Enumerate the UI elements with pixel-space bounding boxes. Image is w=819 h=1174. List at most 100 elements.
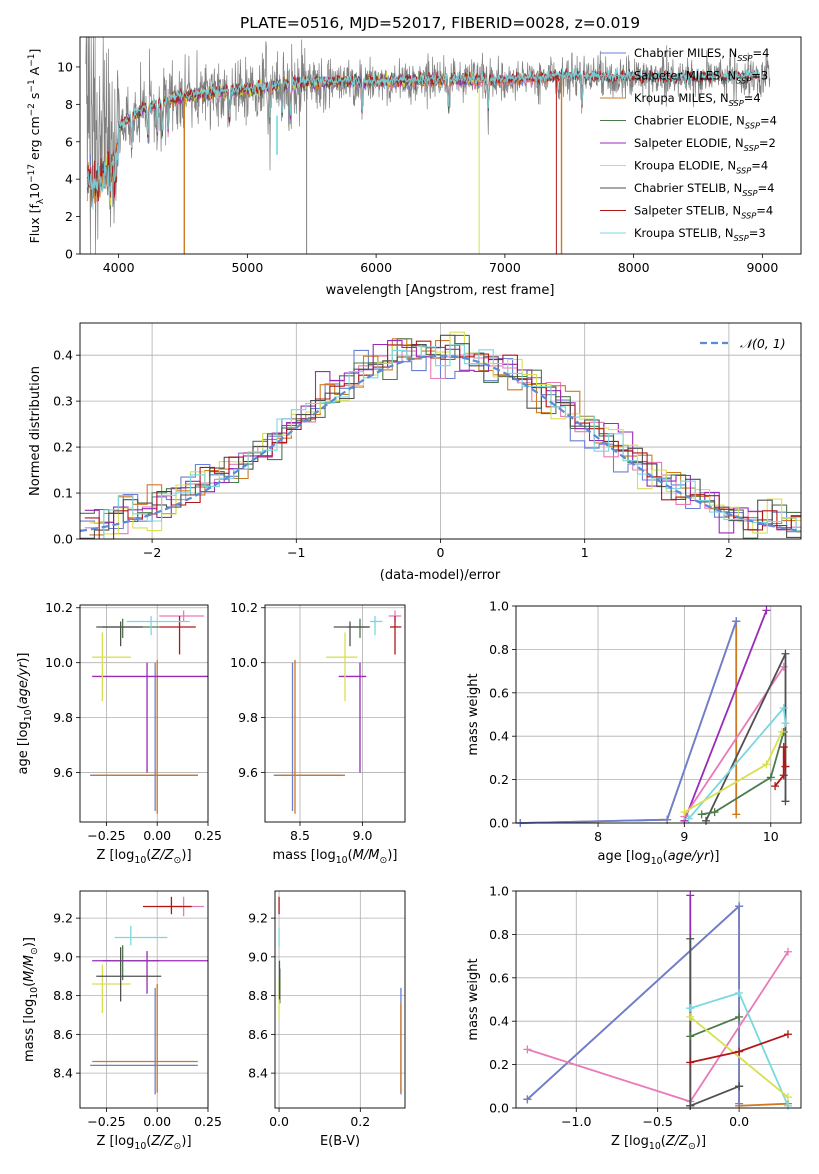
zw-xtick-label: −1.0 bbox=[561, 1114, 591, 1129]
weight-marker bbox=[779, 743, 788, 752]
weight-marker bbox=[686, 1012, 695, 1021]
zw-ytick-label: 1.0 bbox=[489, 884, 509, 899]
zmass-ytick-label: 9.2 bbox=[53, 911, 73, 926]
residual-xtick-label: 2 bbox=[725, 545, 733, 560]
residual-xlabel: (data-model)/error bbox=[380, 568, 501, 583]
zmass-ytick-label: 9.0 bbox=[53, 949, 73, 964]
ebvmass-xtick-label: 0.0 bbox=[269, 1114, 289, 1129]
weight-marker bbox=[663, 815, 672, 824]
spectrum-xtick-label: 8000 bbox=[618, 260, 650, 275]
massage-xtick-label: 8.5 bbox=[290, 828, 310, 843]
agew-ytick-label: 0.6 bbox=[489, 685, 509, 700]
ebvmass-frame bbox=[274, 890, 406, 1109]
weight-line bbox=[774, 746, 787, 787]
zw-ytick-label: 0.4 bbox=[489, 1014, 509, 1029]
weight-marker bbox=[686, 1032, 695, 1041]
ebvmass-xtick-label: 0.2 bbox=[350, 1114, 370, 1129]
z-mass-panel: −0.25 0.00 0.25 8.4 8.6 8.8 9.0 9.2 Z [log10(Z/Z… bbox=[22, 890, 222, 1152]
zmass-grid bbox=[80, 891, 209, 1108]
figure-title: PLATE=0516, MJD=52017, FIBERID=0028, z=0… bbox=[240, 14, 640, 32]
weight-marker bbox=[781, 649, 790, 658]
residual-ytick-label: 0.1 bbox=[53, 486, 73, 501]
weight-marker bbox=[686, 1058, 695, 1067]
weight-marker bbox=[781, 797, 790, 806]
agew-frame bbox=[515, 605, 802, 824]
ebvmass-xlabel: E(B-V) bbox=[320, 1134, 360, 1149]
zmass-ylabel: mass [log10(M/M⊙)] bbox=[22, 937, 40, 1062]
zw-ytick-label: 0.2 bbox=[489, 1057, 509, 1072]
legend-entry: Kroupa MILES, NSSP=4 bbox=[634, 91, 761, 108]
agew-xtick-label: 9 bbox=[680, 829, 688, 844]
zw-ytick-label: 0.6 bbox=[489, 970, 509, 985]
legend-entry: Chabrier STELIB, NSSP=4 bbox=[634, 181, 774, 198]
weight-marker bbox=[783, 1030, 792, 1039]
zw-grid bbox=[516, 890, 801, 1109]
z-weight-panel: −1.0 −0.5 0.0 0.0 0.2 0.4 0.6 0.8 1.0 Z [log10(Z/… bbox=[466, 884, 802, 1152]
weight-marker bbox=[686, 1004, 695, 1013]
spectrum-ytick-label: 4 bbox=[65, 172, 73, 187]
zage-ytick-label: 9.6 bbox=[53, 765, 73, 780]
agew-ytick-label: 0.0 bbox=[489, 816, 509, 831]
weight-marker bbox=[779, 771, 788, 780]
zmass-xlabel: Z [log10(Z/Z⊙)] bbox=[96, 1134, 191, 1152]
weight-marker bbox=[710, 808, 719, 817]
weight-marker bbox=[697, 810, 706, 819]
weight-marker bbox=[762, 760, 771, 769]
zmass-xtick-label: 0.25 bbox=[194, 1114, 222, 1129]
weight-line bbox=[701, 731, 785, 816]
zage-ylabel: age [log10(age/yr)] bbox=[16, 652, 34, 774]
residual-ylabel: Normed distribution bbox=[28, 366, 43, 496]
residual-xtick-label: 0 bbox=[437, 545, 445, 560]
weight-marker bbox=[771, 782, 780, 791]
zage-frame bbox=[79, 604, 209, 823]
zw-ytick-label: 0.0 bbox=[489, 1101, 509, 1116]
spectrum-legend: Chabrier MILES, NSSP=4 Salpeter MILES, NS… bbox=[600, 46, 777, 243]
residual-ytick-label: 0.4 bbox=[53, 348, 73, 363]
massage-frame bbox=[264, 604, 406, 823]
agew-xtick-label: 8 bbox=[594, 829, 602, 844]
residual-hist bbox=[80, 334, 801, 539]
spectrum-ytick-label: 8 bbox=[65, 97, 73, 112]
weight-marker bbox=[735, 1012, 744, 1021]
zw-xlabel: Z [log10(Z/Z⊙)] bbox=[611, 1134, 706, 1152]
weight-marker bbox=[523, 1045, 532, 1054]
zage-ytick-label: 10.0 bbox=[45, 655, 73, 670]
legend-entry: Kroupa STELIB, NSSP=3 bbox=[634, 226, 766, 243]
spectrum-model-line bbox=[105, 72, 480, 210]
residual-panel: −2 −1 0 1 2 0.0 0.1 0.2 0.3 0.4 𝒩(0, 1) (data-model… bbox=[28, 322, 802, 583]
spectrum-xtick-label: 5000 bbox=[231, 260, 263, 275]
normal-legend-label: 𝒩(0, 1) bbox=[740, 336, 786, 351]
spectrum-frame bbox=[79, 36, 802, 255]
weight-marker bbox=[735, 988, 744, 997]
zmass-xtick-label: 0.00 bbox=[143, 1114, 171, 1129]
spectrum-panel: 4000 5000 6000 7000 8000 9000 0 2 4 6 8 10 Chabrier … bbox=[27, 36, 802, 298]
residual-ytick-label: 0.3 bbox=[53, 394, 73, 409]
legend-entry: Kroupa ELODIE, NSSP=4 bbox=[634, 159, 768, 176]
weight-marker bbox=[732, 810, 741, 819]
spectrum-xtick-label: 6000 bbox=[360, 260, 392, 275]
residual-hist bbox=[84, 340, 801, 540]
weight-marker bbox=[778, 727, 786, 736]
massage-grid bbox=[265, 605, 405, 822]
zage-xtick-label: −0.25 bbox=[87, 828, 125, 843]
zmass-ytick-label: 8.8 bbox=[53, 988, 73, 1003]
massage-ytick-label: 10.2 bbox=[230, 600, 258, 615]
weight-marker bbox=[735, 1099, 744, 1108]
weight-marker bbox=[686, 1101, 695, 1110]
ebvmass-ytick-label: 9.0 bbox=[248, 949, 268, 964]
spectrum-ytick-label: 0 bbox=[65, 247, 73, 262]
agew-ytick-label: 0.4 bbox=[489, 729, 509, 744]
spectrum-xlabel: wavelength [Angstrom, rest frame] bbox=[326, 283, 555, 298]
zw-ylabel: mass weight bbox=[466, 958, 481, 1040]
age-weight-panel: 8 9 10 0.0 0.2 0.4 0.6 0.8 1.0 age [log10(age/yr)… bbox=[466, 599, 802, 867]
weight-marker bbox=[735, 1047, 744, 1056]
weight-marker bbox=[781, 719, 790, 728]
spectrum-xtick-label: 4000 bbox=[103, 260, 135, 275]
weight-marker bbox=[523, 1095, 532, 1104]
spectrum-ytick-label: 6 bbox=[65, 134, 73, 149]
z-age-panel: −0.25 0.00 0.25 9.6 9.8 10.0 10.2 Z [log10(Z/Z⊙… bbox=[16, 600, 222, 866]
weight-marker bbox=[766, 773, 775, 782]
weight-line bbox=[689, 1016, 789, 1098]
residual-hist bbox=[80, 334, 801, 539]
